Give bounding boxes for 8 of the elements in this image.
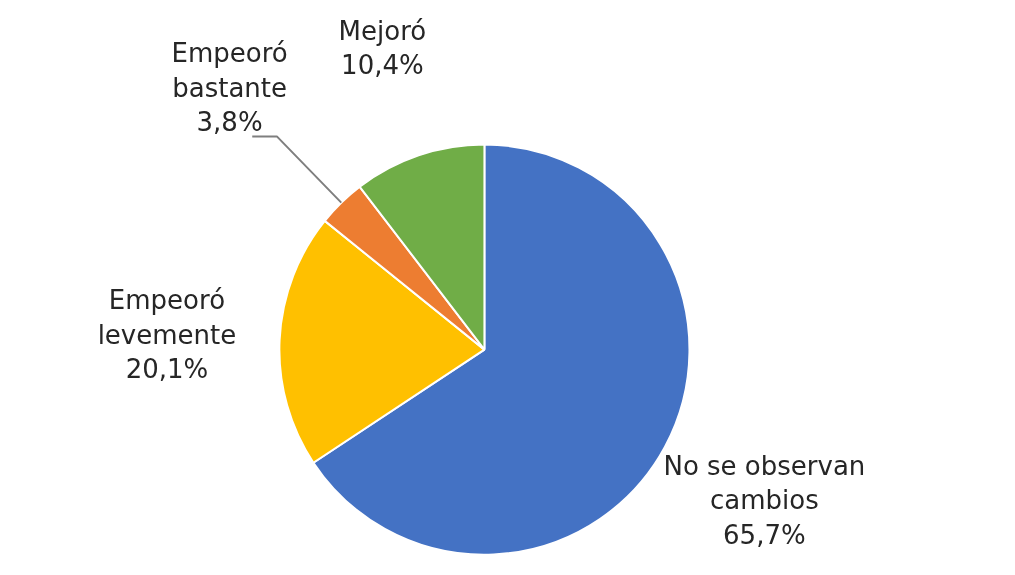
data-label: 10,4% — [341, 50, 424, 81]
slice-label: Empeoró levemente — [97, 285, 237, 350]
slice-label: Mejoró — [338, 15, 427, 46]
slice-label: No se observan cambios — [663, 450, 866, 516]
data-label: 3,8% — [196, 107, 263, 138]
data-label: 65,7% — [723, 519, 806, 550]
data-label: 20,1% — [125, 354, 209, 385]
slice-label: Empeoró bastante — [171, 38, 288, 103]
